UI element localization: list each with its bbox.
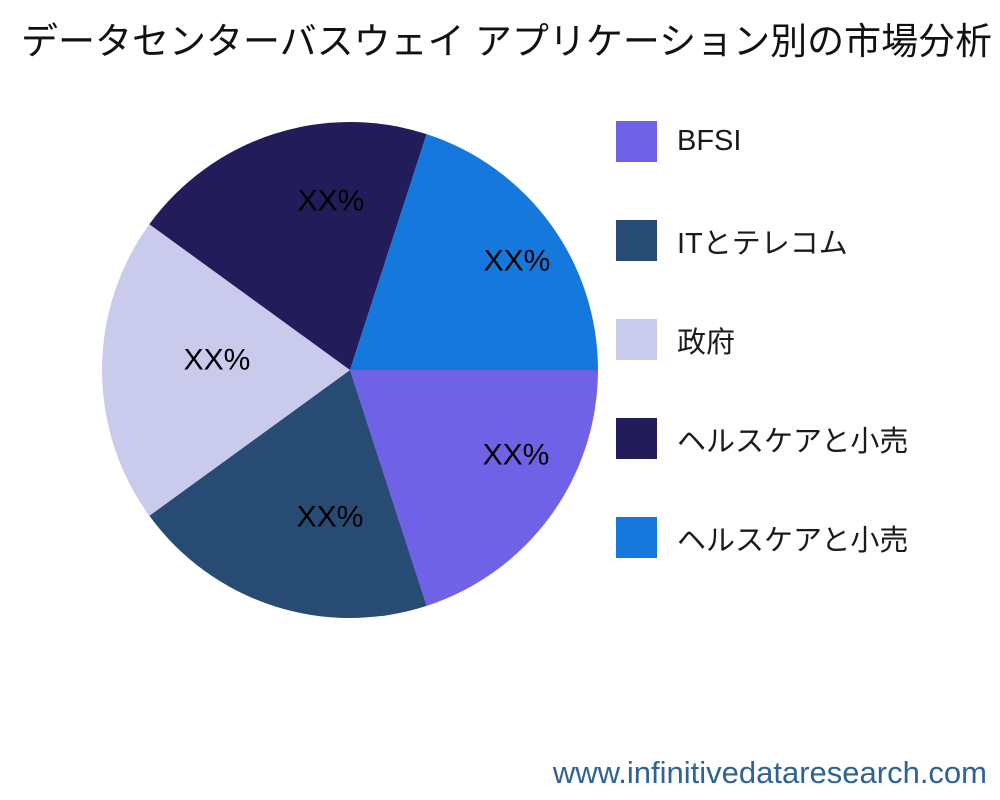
legend-item-4: ヘルスケアと小売 <box>616 418 908 459</box>
pie-slice-3 <box>101 224 350 516</box>
pie-slice-1 <box>350 370 598 606</box>
legend-item-3: 政府 <box>616 319 908 360</box>
pie-slice-2 <box>149 370 427 619</box>
legend-color-swatch-3 <box>616 319 657 360</box>
legend-item-1: BFSI <box>616 121 908 162</box>
pie-slice-percent-label-1: XX% <box>483 439 550 472</box>
legend-item-5: ヘルスケアと小売 <box>616 517 908 558</box>
pie-slice-5 <box>350 134 598 370</box>
legend-color-swatch-4 <box>616 418 657 459</box>
legend-label-1: BFSI <box>677 125 742 157</box>
legend-color-swatch-1 <box>616 121 657 162</box>
pie-slice-percent-label-3: XX% <box>184 344 251 377</box>
pie-slice-percent-label-5: XX% <box>484 245 551 278</box>
legend-color-swatch-2 <box>616 220 657 261</box>
pie-slices-group: XX% XX% XX% XX% XX% <box>101 121 598 619</box>
pie-slice-4 <box>149 121 427 370</box>
chart-title: データセンターバスウェイ アプリケーション別の市場分析 <box>21 21 993 62</box>
legend-item-2: ITとテレコム <box>616 220 908 261</box>
pie-slice-percent-label-4: XX% <box>298 185 365 218</box>
legend-color-swatch-5 <box>616 517 657 558</box>
legend-label-3: 政府 <box>677 326 736 359</box>
legend-label-4: ヘルスケアと小売 <box>677 425 909 458</box>
pie-slice-percent-label-2: XX% <box>297 501 364 534</box>
legend-label-5: ヘルスケアと小売 <box>677 524 909 557</box>
legend-label-2: ITとテレコム <box>677 227 848 260</box>
chart-legend: BFSI ITとテレコム 政府ヘルスケアと小売 ヘルスケアと小売 <box>616 121 908 616</box>
footer-website-url: www.infinitivedataresearch.com <box>552 755 987 790</box>
